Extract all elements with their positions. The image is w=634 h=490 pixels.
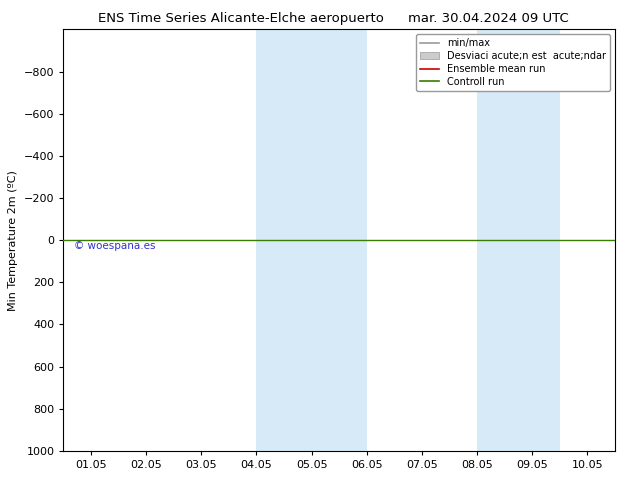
Text: © woespana.es: © woespana.es xyxy=(74,241,156,250)
Bar xyxy=(477,29,560,451)
Legend: min/max, Desviaci acute;n est  acute;ndar, Ensemble mean run, Controll run: min/max, Desviaci acute;n est acute;ndar… xyxy=(416,34,610,91)
Text: ENS Time Series Alicante-Elche aeropuerto: ENS Time Series Alicante-Elche aeropuert… xyxy=(98,12,384,25)
Bar xyxy=(256,29,367,451)
Y-axis label: Min Temperature 2m (ºC): Min Temperature 2m (ºC) xyxy=(8,170,18,311)
Text: mar. 30.04.2024 09 UTC: mar. 30.04.2024 09 UTC xyxy=(408,12,569,25)
